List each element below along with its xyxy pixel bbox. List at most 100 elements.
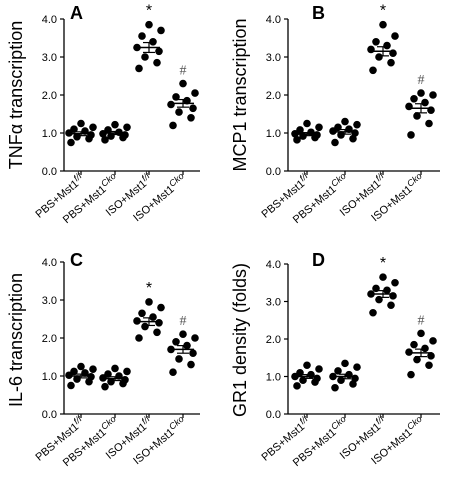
data-point xyxy=(379,273,387,281)
data-point xyxy=(375,53,383,61)
x-tick-label: ISO+Mst1Cko xyxy=(129,171,189,224)
data-point xyxy=(89,365,97,373)
data-point xyxy=(425,361,433,370)
data-point xyxy=(187,360,195,369)
data-point xyxy=(145,298,153,306)
data-point xyxy=(191,89,199,97)
panel-letter: D xyxy=(312,250,325,270)
y-tick-label: 1.0 xyxy=(266,372,281,384)
significance-star: * xyxy=(380,255,386,272)
data-point xyxy=(413,112,421,120)
data-point xyxy=(179,330,187,339)
y-tick-label: 4.0 xyxy=(266,259,281,271)
data-point xyxy=(417,329,425,338)
data-point xyxy=(101,382,109,391)
y-tick-label: 0.0 xyxy=(42,409,57,421)
data-point xyxy=(379,20,387,29)
y-tick-label: 2.0 xyxy=(42,90,57,102)
data-point xyxy=(349,134,357,143)
data-point xyxy=(81,369,89,377)
y-tick-label: 4.0 xyxy=(42,257,57,269)
data-point xyxy=(77,119,85,128)
y-tick-label: 0.0 xyxy=(42,166,57,178)
data-point xyxy=(296,368,304,377)
y-axis-label: GR1 density (folds) xyxy=(230,263,250,417)
y-tick-label: 3.0 xyxy=(266,297,281,309)
y-tick-label: 2.0 xyxy=(42,333,57,345)
data-point xyxy=(389,292,397,300)
y-axis-label: TNFα transcription xyxy=(6,21,26,169)
data-point xyxy=(391,278,399,287)
data-point xyxy=(329,372,337,381)
data-point xyxy=(331,383,339,392)
data-point xyxy=(138,32,146,40)
panel-letter: A xyxy=(70,3,83,23)
data-point xyxy=(107,377,115,386)
data-point xyxy=(73,133,81,141)
data-point xyxy=(104,370,112,378)
y-tick-label: 0.0 xyxy=(266,409,281,421)
data-point xyxy=(389,49,397,57)
data-point xyxy=(123,367,131,376)
y-axis-label: IL-6 transcription xyxy=(6,273,26,407)
data-point xyxy=(337,376,345,385)
significance-star: * xyxy=(146,280,152,297)
data-point xyxy=(77,362,85,371)
data-point xyxy=(138,309,146,318)
data-point xyxy=(70,367,78,376)
data-point xyxy=(67,381,75,390)
y-tick-label: 1.0 xyxy=(266,128,281,140)
data-point xyxy=(369,66,377,75)
data-point xyxy=(429,337,437,345)
data-point xyxy=(427,352,435,360)
y-tick-label: 3.0 xyxy=(42,295,57,307)
data-point xyxy=(351,129,359,137)
data-point xyxy=(429,91,437,99)
data-point xyxy=(81,127,89,135)
data-point xyxy=(387,58,395,67)
data-point xyxy=(157,26,165,35)
data-point xyxy=(353,363,361,371)
data-point xyxy=(153,58,161,67)
data-point xyxy=(407,370,415,379)
panel-D: 0.01.02.03.04.0PBS+Mst1f/fPBS+Mst1CkoISO… xyxy=(230,250,440,469)
y-tick-label: 0.0 xyxy=(266,166,281,178)
data-point xyxy=(315,365,323,373)
x-tick-label: ISO+Mst1Cko xyxy=(129,414,189,467)
data-point xyxy=(367,290,375,298)
data-point xyxy=(331,138,339,147)
data-point xyxy=(410,340,418,349)
data-point xyxy=(115,372,123,380)
significance-star: * xyxy=(380,3,386,20)
data-point xyxy=(183,96,191,105)
data-point xyxy=(111,120,119,129)
data-point xyxy=(175,108,183,116)
data-point xyxy=(341,117,349,126)
data-point xyxy=(189,104,197,113)
data-point xyxy=(293,136,301,144)
data-point xyxy=(73,375,81,383)
data-point xyxy=(172,93,180,101)
significance-hash: # xyxy=(180,314,187,329)
y-axis-label: MCP1 transcription xyxy=(230,18,250,171)
data-point xyxy=(341,359,349,368)
data-point xyxy=(191,334,199,342)
y-tick-label: 4.0 xyxy=(42,14,57,26)
y-tick-label: 2.0 xyxy=(266,90,281,102)
data-point xyxy=(303,119,311,128)
data-point xyxy=(87,372,95,381)
data-point xyxy=(169,368,177,377)
data-point xyxy=(313,131,321,139)
significance-hash: # xyxy=(418,313,425,328)
data-point xyxy=(187,114,195,122)
data-point xyxy=(383,41,391,50)
data-point xyxy=(141,322,149,331)
y-tick-label: 3.0 xyxy=(42,52,57,64)
data-point xyxy=(427,106,435,114)
data-point xyxy=(135,64,143,73)
data-point xyxy=(367,45,375,54)
significance-hash: # xyxy=(180,64,187,79)
data-point xyxy=(410,95,418,103)
data-point xyxy=(405,102,413,111)
